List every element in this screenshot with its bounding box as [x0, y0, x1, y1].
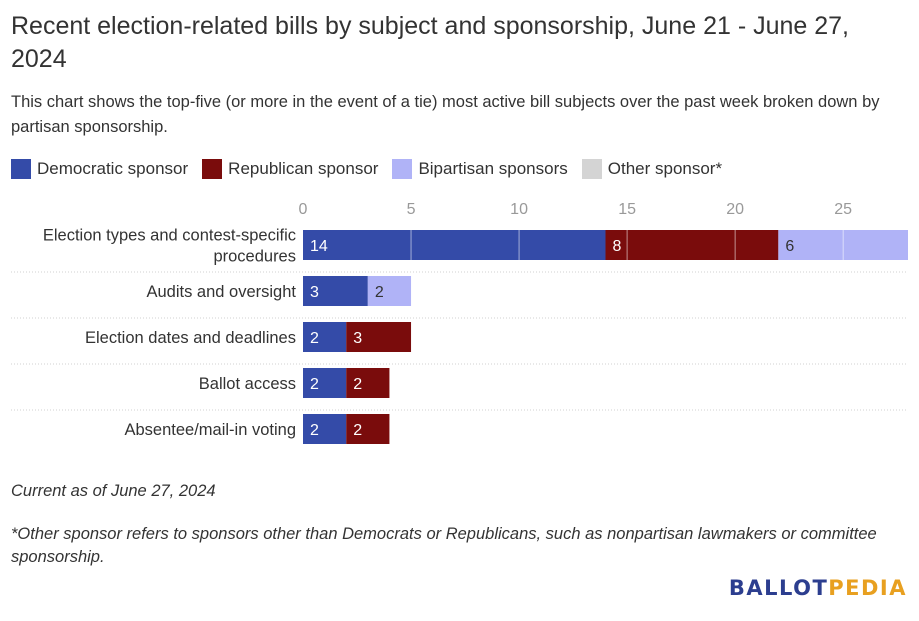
bar-value-label: 2: [310, 422, 319, 439]
legend-swatch-bipartisan: [392, 159, 413, 179]
bar-segment: [303, 276, 368, 306]
bar-value-label: 2: [310, 376, 319, 393]
category-label: Absentee/mail-in voting: [124, 421, 296, 439]
bar-value-label: 2: [353, 376, 362, 393]
x-tick-label: 5: [407, 201, 416, 218]
logo-text-pedia: PEDIA: [828, 576, 907, 600]
bar-segment: [303, 414, 347, 444]
legend-swatch-republican: [202, 159, 223, 179]
x-tick-label: 20: [726, 201, 744, 218]
x-tick-label: 10: [510, 201, 528, 218]
category-label: Audits and oversight: [146, 283, 296, 301]
bar-segment: [605, 230, 779, 260]
legend-label-democratic: Democratic sponsor: [37, 159, 189, 178]
legend-item-bipartisan: Bipartisan sponsors: [392, 159, 568, 179]
bar-value-label: 3: [310, 284, 319, 301]
legend: Democratic sponsor Republican sponsor Bi…: [11, 159, 736, 179]
bar-value-label: 8: [613, 238, 622, 255]
category-label: Election dates and deadlines: [85, 329, 296, 347]
legend-item-democratic: Democratic sponsor: [11, 159, 188, 179]
bar-segment: [367, 276, 412, 306]
x-tick-label: 25: [834, 201, 852, 218]
bar-value-label: 2: [310, 330, 319, 347]
x-tick-label: 15: [618, 201, 636, 218]
current-as-of-note: Current as of June 27, 2024: [11, 482, 216, 500]
legend-item-republican: Republican sponsor: [202, 159, 378, 179]
x-tick-label: 0: [299, 201, 308, 218]
bar-segment: [346, 322, 412, 352]
bar-segment: [303, 230, 606, 260]
bar-segment: [346, 368, 390, 398]
bar-segment: [303, 368, 347, 398]
legend-label-other: Other sponsor*: [607, 159, 723, 178]
bar-segment: [303, 322, 347, 352]
legend-item-other: Other sponsor*: [581, 159, 723, 179]
chart-subtitle: This chart shows the top-five (or more i…: [11, 93, 880, 136]
category-label: Ballot access: [199, 375, 296, 393]
chart-title: Recent election-related bills by subject…: [11, 12, 850, 73]
footnote: *Other sponsor refers to sponsors other …: [11, 525, 877, 566]
bar-segment: [346, 414, 390, 444]
ballotpedia-logo[interactable]: BALLOTPEDIA: [729, 576, 907, 600]
bar-value-label: 2: [375, 284, 384, 301]
bar-value-label: 14: [310, 238, 328, 255]
logo-text-ballot: BALLOT: [728, 576, 829, 600]
category-label: procedures: [213, 248, 296, 266]
category-label: Election types and contest-specific: [43, 227, 296, 245]
legend-swatch-other: [581, 159, 602, 179]
bar-value-label: 3: [353, 330, 362, 347]
bar-value-label: 6: [785, 238, 794, 255]
legend-swatch-democratic: [11, 159, 31, 179]
legend-label-bipartisan: Bipartisan sponsors: [418, 159, 568, 178]
bar-value-label: 2: [353, 422, 362, 439]
legend-label-republican: Republican sponsor: [228, 159, 379, 178]
